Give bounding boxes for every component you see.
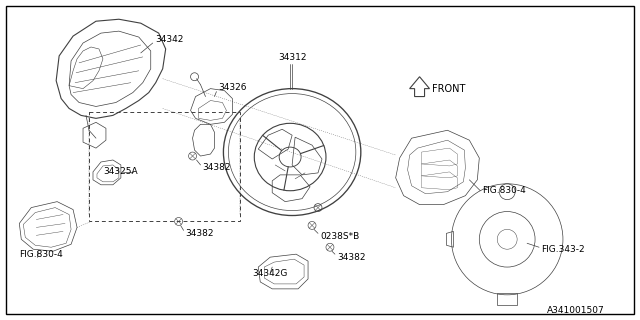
Text: 34342: 34342 (156, 35, 184, 44)
Text: 34312: 34312 (278, 53, 307, 62)
Text: A341001507: A341001507 (547, 306, 605, 315)
Text: FIG.343-2: FIG.343-2 (541, 245, 585, 254)
Text: 34326: 34326 (218, 83, 247, 92)
Text: 34325A: 34325A (103, 167, 138, 176)
Text: FRONT: FRONT (431, 84, 465, 94)
Text: 34382: 34382 (202, 164, 231, 172)
Text: FIG.830-4: FIG.830-4 (19, 250, 63, 259)
Text: FIG.830-4: FIG.830-4 (483, 186, 526, 195)
Text: 34382: 34382 (186, 229, 214, 238)
Text: 34342G: 34342G (252, 268, 287, 277)
Text: 0238S*B: 0238S*B (320, 232, 359, 241)
Text: 34382: 34382 (337, 253, 365, 262)
